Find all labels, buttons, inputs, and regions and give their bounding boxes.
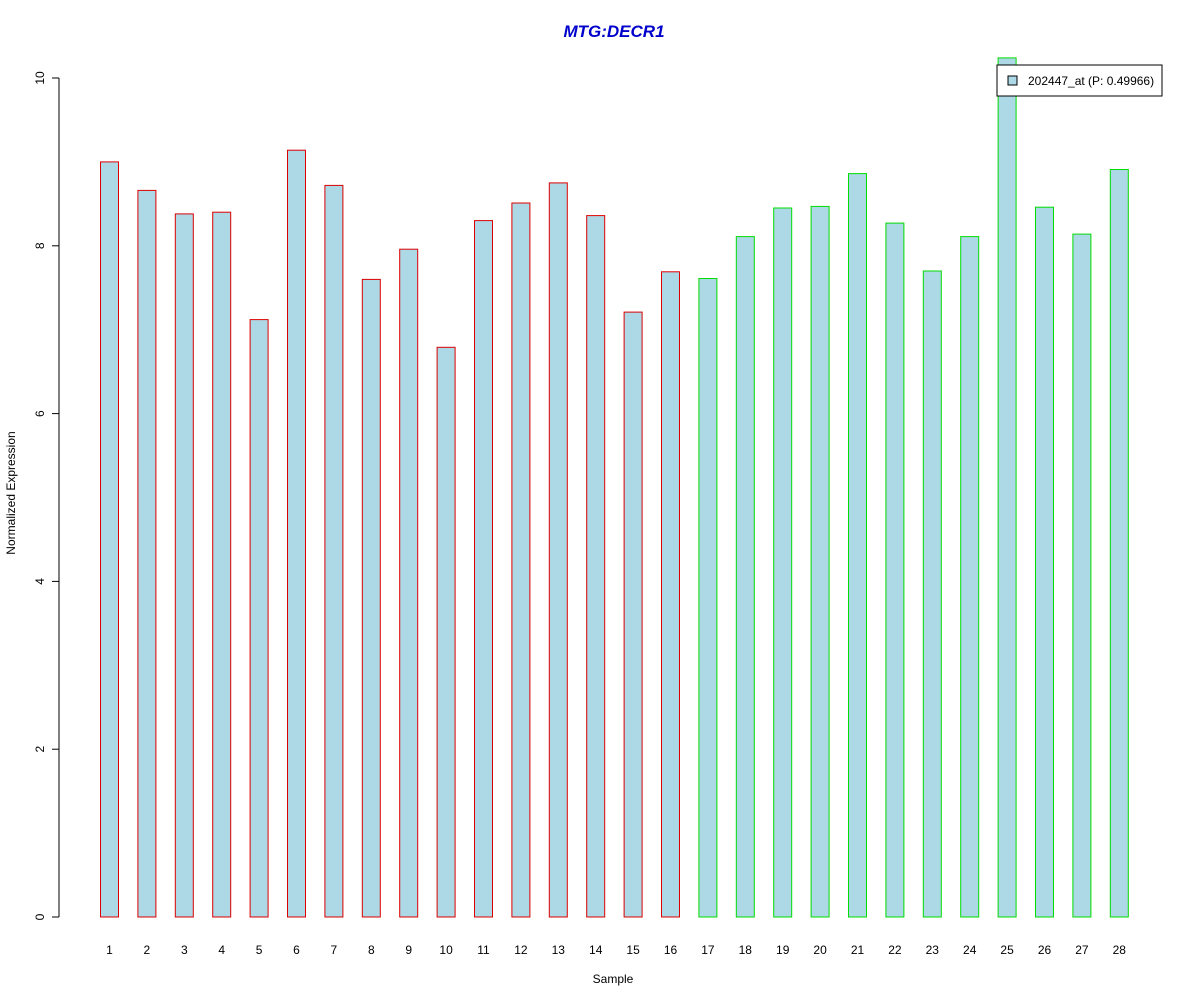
x-tick-label: 11 xyxy=(477,943,490,957)
bar-sample-26 xyxy=(1035,206,1054,918)
bar-sample-16 xyxy=(661,271,680,918)
bar-sample-4 xyxy=(212,211,232,918)
bar-sample-12 xyxy=(511,202,531,918)
legend-swatch xyxy=(1007,75,1018,86)
bar-sample-10 xyxy=(436,346,456,918)
x-tick-label: 14 xyxy=(589,943,603,957)
y-tick-label: 4 xyxy=(33,578,47,585)
x-tick-label: 10 xyxy=(439,943,453,957)
bar-sample-1 xyxy=(100,161,119,918)
x-tick-label: 28 xyxy=(1113,943,1127,957)
bar-sample-24 xyxy=(960,236,980,918)
bar-sample-17 xyxy=(698,278,718,918)
bar-sample-22 xyxy=(885,222,905,918)
x-tick-label: 6 xyxy=(293,943,300,957)
bar-sample-11 xyxy=(474,220,493,918)
x-tick-label: 20 xyxy=(813,943,827,957)
y-axis-label: Normalized Expression xyxy=(4,431,18,554)
x-tick-label: 1 xyxy=(106,943,113,957)
x-tick-label: 3 xyxy=(181,943,188,957)
x-tick-label: 5 xyxy=(256,943,263,957)
x-tick-label: 17 xyxy=(701,943,715,957)
legend: 202447_at (P: 0.49966) xyxy=(996,64,1163,97)
y-tick-label: 0 xyxy=(33,913,47,920)
bar-sample-6 xyxy=(287,149,306,918)
bar-sample-15 xyxy=(623,311,643,918)
x-tick-label: 8 xyxy=(368,943,375,957)
x-tick-label: 12 xyxy=(514,943,528,957)
bar-sample-3 xyxy=(174,213,194,918)
chart-title: MTG:DECR1 xyxy=(563,22,664,41)
x-tick-label: 9 xyxy=(405,943,412,957)
legend-label: 202447_at (P: 0.49966) xyxy=(1028,74,1154,88)
bar-sample-5 xyxy=(249,319,269,918)
bar-sample-28 xyxy=(1109,169,1129,918)
x-tick-labels: 1 2 3 4 5 6 7 8 9 10 11 12 13 14 15 16 17 18 19 20 21 22 23 24 2… xyxy=(106,943,1126,957)
y-tick-label: 2 xyxy=(33,746,47,753)
bar-sample-27 xyxy=(1072,233,1092,918)
x-tick-label: 7 xyxy=(331,943,338,957)
bar-sample-25 xyxy=(997,57,1017,918)
x-tick-label: 18 xyxy=(739,943,753,957)
bar-sample-13 xyxy=(548,182,568,918)
bar-sample-19 xyxy=(773,207,793,918)
x-tick-label: 25 xyxy=(1000,943,1014,957)
bar-sample-9 xyxy=(399,248,419,918)
x-axis-label: Sample xyxy=(593,972,634,986)
legend-box xyxy=(996,64,1163,97)
bar-sample-20 xyxy=(810,205,830,918)
y-tick-label: 8 xyxy=(33,242,47,249)
bars-group xyxy=(100,57,1129,918)
x-tick-label: 13 xyxy=(552,943,566,957)
x-tick-label: 16 xyxy=(664,943,678,957)
bar-sample-8 xyxy=(361,278,381,918)
bar-sample-14 xyxy=(586,215,606,918)
x-tick-label: 27 xyxy=(1075,943,1089,957)
x-tick-label: 19 xyxy=(776,943,790,957)
bar-sample-21 xyxy=(848,173,867,918)
x-tick-label: 23 xyxy=(926,943,940,957)
x-tick-label: 4 xyxy=(218,943,225,957)
x-tick-label: 21 xyxy=(851,943,865,957)
x-tick-label: 22 xyxy=(888,943,902,957)
y-axis: 0 2 4 6 8 10 xyxy=(33,71,60,920)
bar-sample-18 xyxy=(735,236,755,918)
y-tick-label: 10 xyxy=(33,71,47,85)
bar-sample-7 xyxy=(324,184,344,918)
y-tick-label: 6 xyxy=(33,410,47,417)
x-tick-label: 15 xyxy=(626,943,640,957)
x-tick-label: 24 xyxy=(963,943,977,957)
bar-sample-23 xyxy=(922,270,942,918)
x-tick-label: 26 xyxy=(1038,943,1052,957)
bar-sample-2 xyxy=(137,189,157,918)
x-tick-label: 2 xyxy=(144,943,151,957)
